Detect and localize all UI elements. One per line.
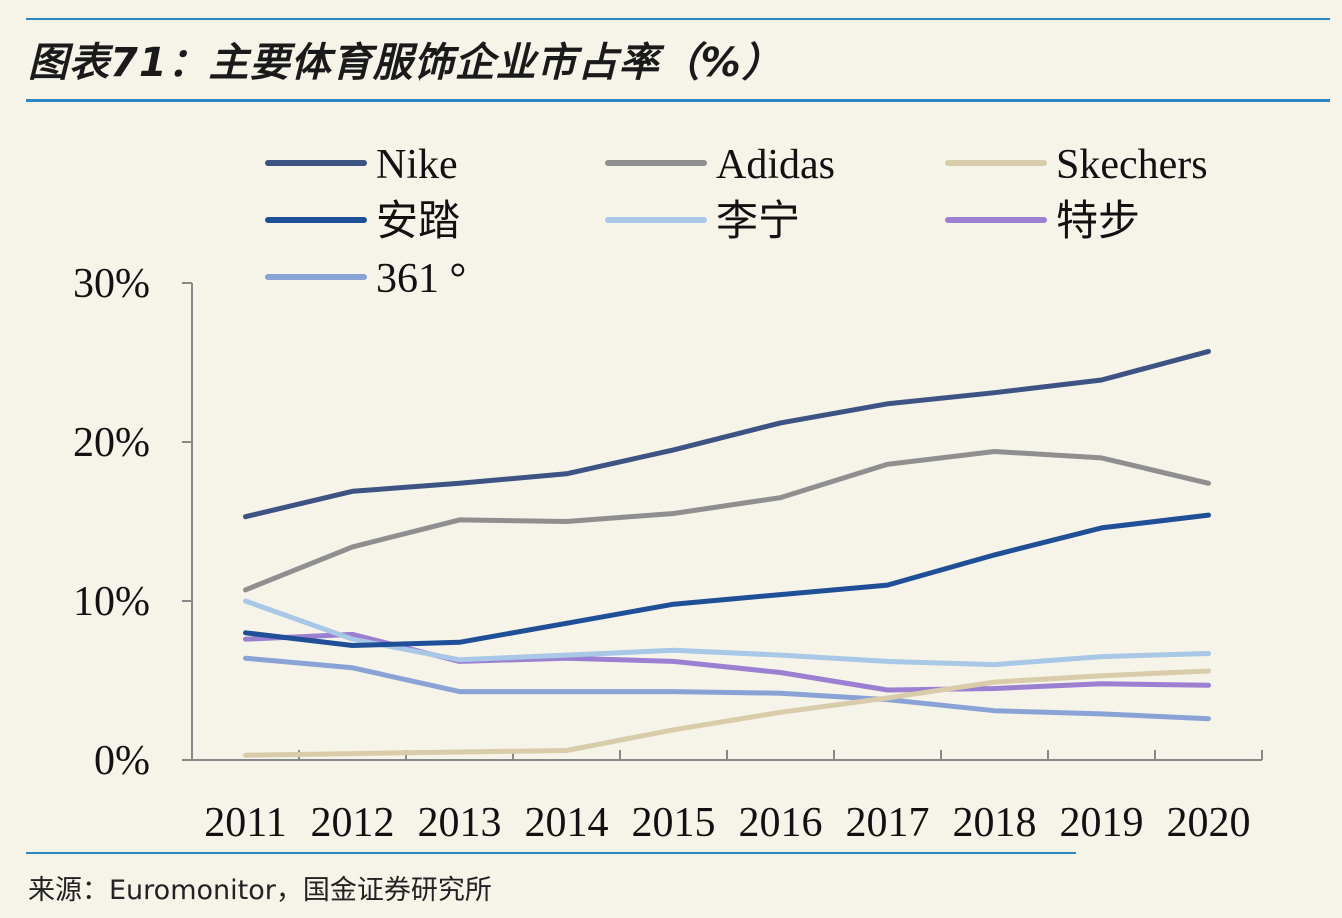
x-tick-label: 2017 (846, 800, 930, 846)
legend-label: Skechers (1056, 142, 1208, 188)
legend-label: 安踏 (376, 199, 460, 245)
x-tick-label: 2019 (1060, 800, 1144, 846)
x-tick-label: 2015 (632, 800, 716, 846)
y-tick-label: 30% (73, 261, 150, 307)
legend-label: 特步 (1056, 199, 1140, 245)
series-line-4 (243, 598, 1211, 668)
y-tick-label: 0% (94, 738, 150, 784)
bottom-rule (26, 852, 1076, 854)
series-line-6 (243, 655, 1211, 722)
x-tick-label: 2018 (953, 800, 1037, 846)
series-layer (243, 348, 1211, 758)
x-tick-label: 2013 (418, 800, 502, 846)
legend-label: 361 ° (376, 256, 466, 302)
series-line-2 (243, 668, 1211, 758)
series-line-3 (243, 512, 1211, 648)
legend-label: Nike (376, 142, 458, 188)
y-tick-label: 20% (73, 420, 150, 466)
figure-title: 图表71：主要体育服饰企业市占率（%） (28, 40, 783, 86)
legend-label: 李宁 (716, 199, 800, 245)
legend-label: Adidas (716, 142, 835, 188)
x-tick-label: 2016 (739, 800, 823, 846)
x-tick-label: 2011 (204, 800, 286, 846)
axes: 0% 10% 20% 30% 2011 2012 2013 2014 2015 2016 2017 2… (73, 261, 1263, 846)
source-note: 来源：Euromonitor，国金证券研究所 (28, 875, 492, 906)
top-rule (26, 18, 1330, 20)
series-line-0 (243, 348, 1211, 520)
series-line-1 (243, 449, 1211, 593)
legend: Nike Adidas Skechers 安踏 李宁 特步 361 ° (265, 142, 1208, 302)
x-tick-label: 2020 (1167, 800, 1251, 846)
x-tick-label: 2014 (525, 800, 609, 846)
x-tick-label: 2012 (311, 800, 395, 846)
y-tick-label: 10% (73, 579, 150, 625)
title-rule (26, 99, 1330, 102)
